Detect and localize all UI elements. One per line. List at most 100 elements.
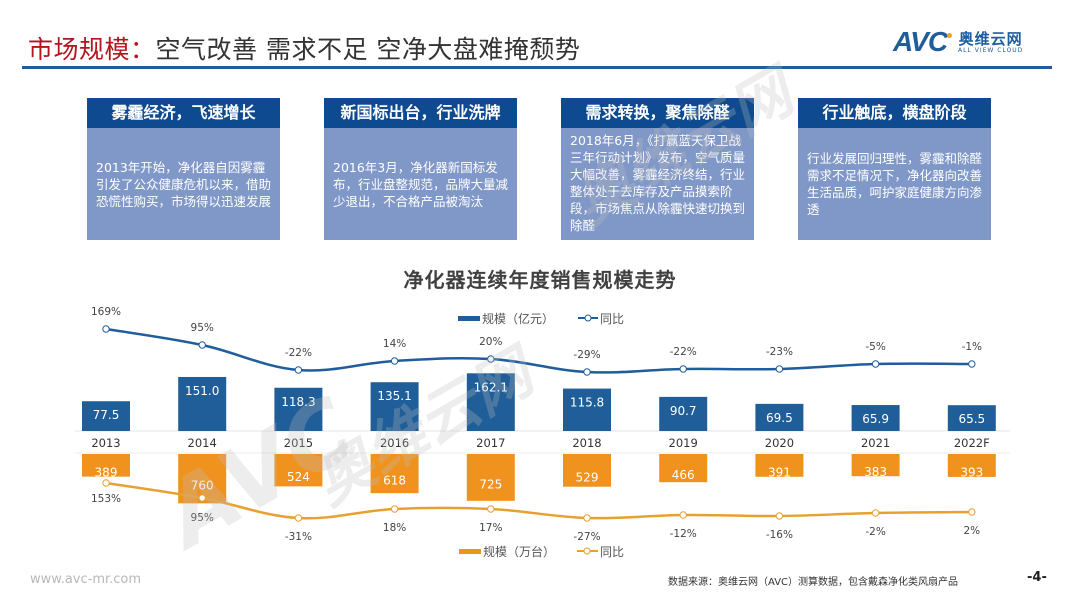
yoy-point-volume bbox=[487, 505, 495, 513]
legend-label-sales: 规模（亿元） bbox=[482, 311, 554, 326]
yoy-line-volume bbox=[105, 481, 972, 520]
yoy-point-sales bbox=[583, 368, 591, 376]
yoy-label-volume: 153% bbox=[91, 493, 121, 505]
chart-title: 净化器连续年度销售规模走势 bbox=[403, 268, 677, 292]
yoy-point-volume bbox=[102, 479, 110, 487]
logo-mark: AVC bbox=[893, 26, 948, 57]
sales-bar-label: 65.5 bbox=[958, 412, 985, 426]
yoy-point-sales bbox=[487, 355, 495, 363]
legend-swatch-volume bbox=[459, 549, 481, 554]
yoy-point-volume bbox=[390, 505, 399, 513]
title-divider bbox=[22, 66, 1052, 69]
x-tick-label: 2018 bbox=[572, 436, 601, 450]
yoy-label-volume: -31% bbox=[285, 531, 312, 543]
yoy-label-volume: 95% bbox=[191, 512, 214, 524]
yoy-point-sales bbox=[390, 357, 399, 365]
yoy-label-sales: -5% bbox=[865, 341, 885, 353]
yoy-label-volume: 2% bbox=[963, 525, 980, 537]
sales-bar bbox=[274, 387, 323, 431]
sales-bar-label: 65.9 bbox=[862, 412, 889, 426]
footer-url: www.avc-mr.com bbox=[30, 572, 142, 587]
sales-bar bbox=[659, 396, 708, 431]
yoy-point-volume bbox=[775, 512, 784, 520]
yoy-label-volume: 18% bbox=[383, 522, 406, 534]
info-card-standard: 新国标出台，行业洗牌 2016年3月，净化器新国标发布，行业盘整规范，品牌大量减… bbox=[324, 98, 517, 240]
volume-bar-label: 466 bbox=[672, 468, 695, 482]
card-heading: 需求转换，聚焦除醛 bbox=[561, 98, 754, 128]
yoy-point-sales bbox=[679, 365, 687, 373]
yoy-label-volume: -2% bbox=[865, 526, 885, 538]
volume-bar bbox=[659, 454, 708, 483]
sales-bar bbox=[851, 405, 900, 431]
volume-bar bbox=[755, 454, 804, 477]
sales-bar-label: 162.1 bbox=[474, 380, 508, 394]
legend-swatch-sales bbox=[458, 316, 480, 321]
volume-bar bbox=[370, 454, 419, 494]
volume-bar-label: 391 bbox=[768, 465, 791, 479]
legend-marker-yoy-sales bbox=[584, 314, 592, 322]
yoy-point-volume bbox=[198, 494, 206, 502]
yoy-label-volume: 17% bbox=[479, 522, 502, 534]
data-source: 数据来源：奥维云网（AVC）测算数据，包含戴森净化类风扇产品 bbox=[668, 577, 959, 588]
volume-bar bbox=[851, 454, 900, 477]
yoy-label-sales: -22% bbox=[285, 347, 312, 359]
yoy-point-sales bbox=[871, 360, 880, 368]
page-title: 市场规模：空气改善 需求不足 空净大盘难掩颓势 bbox=[28, 30, 580, 66]
yoy-point-volume bbox=[968, 508, 976, 516]
page-number: -4- bbox=[1027, 570, 1047, 585]
yoy-label-sales: -29% bbox=[573, 349, 600, 361]
info-card-haze: 雾霾经济，飞速增长 2013年开始，净化器自因雾霾引发了公众健康危机以来，借助恐… bbox=[87, 98, 280, 240]
yoy-point-sales bbox=[775, 365, 784, 373]
legend-label-yoy-volume: 同比 bbox=[600, 545, 624, 559]
sales-bar-label: 90.7 bbox=[670, 404, 697, 418]
logo-tagline: ALL VIEW CLOUD bbox=[958, 46, 1024, 54]
sales-bar bbox=[178, 376, 227, 431]
volume-bar bbox=[274, 454, 323, 487]
logo-name: 奥维云网 bbox=[958, 29, 1023, 48]
volume-bar bbox=[947, 454, 996, 477]
x-tick-label: 2020 bbox=[765, 436, 794, 450]
sales-bar-label: 151.0 bbox=[185, 384, 219, 398]
sales-bar-label: 77.5 bbox=[93, 408, 120, 422]
volume-bar-label: 529 bbox=[576, 470, 599, 484]
sales-bar bbox=[370, 382, 419, 431]
yoy-point-volume bbox=[871, 509, 880, 517]
yoy-point-volume bbox=[583, 514, 591, 522]
card-body: 行业发展回归理性，雾霾和除醛需求不足情况下，净化器向改善生活品质，呵护家庭健康方… bbox=[807, 151, 983, 217]
card-body: 2018年6月，《打赢蓝天保卫战三年行动计划》发布，空气质量大幅改善，雾霾经济终… bbox=[570, 133, 746, 233]
volume-bar-label: 725 bbox=[479, 477, 502, 491]
sales-bar-label: 118.3 bbox=[281, 395, 315, 409]
volume-bar-label: 389 bbox=[95, 465, 118, 479]
sales-bar-label: 135.1 bbox=[377, 389, 411, 403]
info-card-demand: 需求转换，聚焦除醛 2018年6月，《打赢蓝天保卫战三年行动计划》发布，空气质量… bbox=[561, 98, 754, 240]
volume-bar bbox=[466, 454, 515, 501]
yoy-line-sales bbox=[105, 327, 972, 374]
legend-label-volume: 规模（万台） bbox=[483, 544, 555, 559]
x-tick-label: 2017 bbox=[476, 436, 505, 450]
yoy-point-volume bbox=[679, 511, 687, 519]
legend-label-yoy-sales: 同比 bbox=[600, 312, 624, 326]
yoy-point-sales bbox=[198, 341, 206, 349]
sales-bar-label: 69.5 bbox=[766, 411, 793, 425]
x-tick-label: 2016 bbox=[380, 436, 409, 450]
sales-bar bbox=[563, 388, 611, 431]
yoy-label-volume: -27% bbox=[573, 531, 600, 543]
yoy-label-sales: 95% bbox=[191, 322, 214, 334]
x-tick-label: 2021 bbox=[861, 436, 890, 450]
sales-bar bbox=[947, 405, 996, 431]
yoy-point-sales bbox=[294, 366, 303, 374]
yoy-label-volume: -16% bbox=[766, 529, 793, 541]
volume-bar-label: 618 bbox=[383, 474, 406, 488]
info-card-bottom: 行业触底，横盘阶段 行业发展回归理性，雾霾和除醛需求不足情况下，净化器向改善生活… bbox=[798, 98, 991, 240]
yoy-label-sales: 14% bbox=[383, 338, 406, 350]
sales-bar-label: 115.8 bbox=[570, 396, 604, 410]
yoy-label-sales: -1% bbox=[962, 341, 982, 353]
x-tick-label: 2015 bbox=[284, 436, 313, 450]
yoy-label-sales: -23% bbox=[766, 346, 793, 358]
logo-dot-icon bbox=[947, 32, 953, 38]
sales-bar bbox=[466, 373, 515, 431]
yoy-label-sales: 169% bbox=[91, 306, 121, 318]
yoy-point-sales bbox=[968, 360, 976, 368]
sales-bar bbox=[82, 401, 130, 431]
